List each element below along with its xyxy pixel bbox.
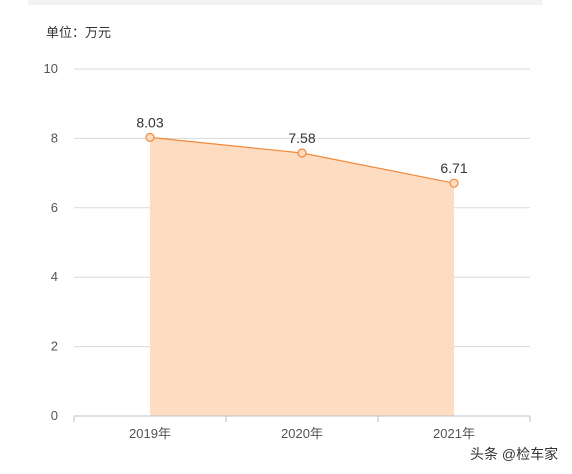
y-tick-label: 6: [51, 200, 58, 215]
area-layer: [149, 136, 455, 416]
y-tick-labels: 0 2 4 6 8 10: [44, 61, 58, 423]
x-tick-label: 2021年: [433, 426, 475, 441]
data-point: [145, 132, 155, 142]
top-bar: [28, 0, 542, 5]
unit-label: 单位：万元: [46, 25, 112, 40]
y-tick-label: 4: [51, 269, 58, 284]
x-tick-label: 2020年: [281, 426, 323, 441]
data-points: [145, 132, 459, 188]
data-labels: 8.03 7.58 6.71: [136, 114, 467, 176]
x-tick-label: 2019年: [129, 426, 171, 441]
data-label: 6.71: [440, 160, 467, 176]
data-point: [297, 148, 307, 158]
watermark: 头条 @检车家: [470, 446, 559, 462]
area-fill: [150, 137, 454, 416]
y-tick-label: 0: [51, 408, 58, 423]
x-axis: [73, 415, 531, 422]
y-tick-label: 8: [51, 130, 58, 145]
data-label: 8.03: [136, 114, 163, 130]
x-tick-labels: 2019年 2020年 2021年: [129, 426, 475, 441]
y-tick-label: 2: [51, 339, 58, 354]
data-label: 7.58: [288, 130, 315, 146]
data-point: [449, 178, 459, 188]
y-tick-label: 10: [44, 61, 58, 76]
